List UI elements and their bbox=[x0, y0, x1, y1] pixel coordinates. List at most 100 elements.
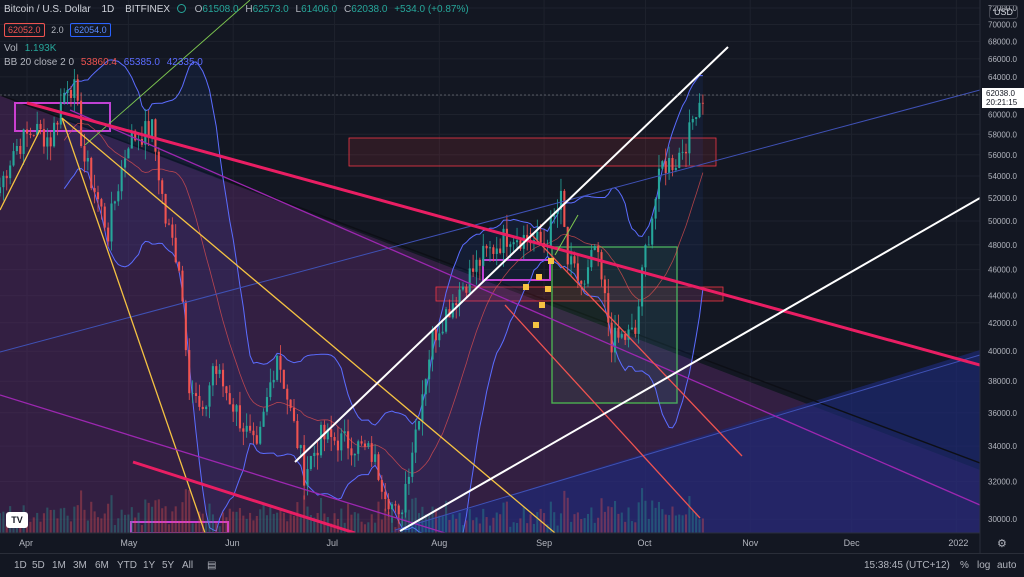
candle bbox=[336, 426, 339, 462]
volume-bar bbox=[465, 520, 468, 533]
price-tick-label: 72000.0 bbox=[988, 4, 1017, 13]
market-status-icon bbox=[176, 4, 186, 13]
candle bbox=[461, 282, 465, 292]
candle bbox=[586, 259, 590, 288]
candle bbox=[414, 419, 417, 464]
volume-bar bbox=[164, 506, 167, 533]
volume-bar bbox=[488, 525, 492, 533]
candle bbox=[472, 254, 475, 278]
white-channel-upper bbox=[294, 46, 729, 463]
price-axis-bg bbox=[980, 0, 1024, 553]
volume-bar bbox=[249, 512, 252, 533]
volume-bar bbox=[69, 521, 73, 533]
candle bbox=[553, 208, 556, 224]
price-tick-label: 34000.0 bbox=[988, 442, 1017, 451]
candle bbox=[492, 244, 495, 262]
settings-gear-icon[interactable]: ⚙ bbox=[997, 538, 1007, 550]
bar-countdown-text: 20:21:15 bbox=[986, 98, 1018, 107]
volume-bar bbox=[316, 513, 319, 533]
candle bbox=[46, 128, 49, 160]
candle bbox=[394, 500, 397, 513]
price-tick-label: 46000.0 bbox=[988, 266, 1017, 275]
volume-bar bbox=[661, 509, 664, 533]
candle bbox=[397, 503, 400, 524]
volume-bar bbox=[218, 526, 221, 533]
timeframe-1y[interactable]: 1Y bbox=[143, 560, 156, 571]
candle bbox=[370, 436, 373, 467]
date-range-icon[interactable]: ▤ bbox=[207, 560, 217, 571]
timeframe-3m[interactable]: 3M bbox=[73, 560, 87, 571]
volume-bar bbox=[117, 518, 120, 533]
blue-trendline-upper bbox=[0, 89, 980, 353]
purple-line-1 bbox=[69, 109, 980, 506]
volume-bar bbox=[411, 498, 414, 533]
volume-bar bbox=[668, 515, 671, 533]
candle bbox=[347, 419, 350, 460]
price-chart[interactable]: 30000.0 32000.0 34000.0 36000.0 38000.0 40000… bbox=[0, 0, 1024, 553]
candle bbox=[597, 242, 600, 267]
volume-bar bbox=[610, 507, 613, 533]
candle bbox=[174, 224, 177, 264]
volume-bar bbox=[0, 513, 2, 533]
log-toggle[interactable]: log bbox=[977, 560, 991, 571]
volume-bar bbox=[519, 518, 522, 533]
candle bbox=[630, 313, 633, 330]
bb-label: BB 20 close 2 0 bbox=[4, 57, 75, 68]
auto-toggle[interactable]: auto bbox=[997, 560, 1017, 571]
candle bbox=[434, 327, 437, 353]
candle bbox=[100, 197, 103, 220]
clock-timezone[interactable]: 15:38:45 (UTC+12) bbox=[864, 560, 950, 571]
ohlc-open-value: 61508.0 bbox=[202, 4, 239, 15]
timeframe-all[interactable]: All bbox=[182, 560, 194, 571]
candle bbox=[309, 455, 312, 471]
timeframe-ytd[interactable]: YTD bbox=[117, 560, 137, 571]
volume-bar bbox=[468, 509, 471, 533]
candle bbox=[488, 241, 492, 262]
candle bbox=[29, 127, 32, 139]
sell-button[interactable]: 62052.0 bbox=[4, 23, 45, 37]
timeframe-1d[interactable]: 1D bbox=[14, 560, 27, 571]
candle bbox=[404, 471, 407, 518]
candle bbox=[502, 224, 505, 267]
candle bbox=[123, 149, 127, 178]
volume-bar bbox=[529, 514, 532, 533]
candle bbox=[86, 150, 89, 171]
interval-label[interactable]: 1D bbox=[101, 4, 115, 15]
currency-select[interactable]: USD bbox=[988, 5, 1018, 19]
buy-button[interactable]: 62054.0 bbox=[70, 23, 111, 37]
volume-bar bbox=[421, 506, 424, 533]
candle bbox=[458, 282, 461, 317]
candle bbox=[411, 442, 414, 483]
candle bbox=[232, 398, 235, 422]
candle bbox=[681, 139, 684, 160]
volume-bar bbox=[502, 502, 505, 533]
candle bbox=[161, 178, 164, 204]
volume-bar bbox=[235, 511, 238, 533]
volume-bar bbox=[96, 517, 100, 533]
volume-bar bbox=[576, 512, 579, 533]
volume-bar bbox=[620, 512, 623, 533]
purple-line-2 bbox=[0, 394, 446, 533]
volume-bar bbox=[380, 519, 383, 533]
volume-bar bbox=[144, 499, 147, 533]
symbol-name[interactable]: Bitcoin / U.S. Dollar bbox=[4, 4, 91, 15]
percent-toggle[interactable]: % bbox=[960, 560, 969, 571]
timeframe-5d[interactable]: 5D bbox=[32, 560, 45, 571]
volume-bar bbox=[36, 512, 39, 533]
candle bbox=[215, 359, 218, 386]
candle bbox=[56, 120, 59, 136]
timeframe-5y[interactable]: 5Y bbox=[162, 560, 175, 571]
volume-bar bbox=[472, 520, 475, 533]
tradingview-logo-icon[interactable]: TV bbox=[6, 512, 28, 528]
volume-bar bbox=[563, 490, 566, 533]
volume-bar bbox=[333, 513, 336, 533]
volume-legend[interactable]: Vol 1.193K bbox=[4, 43, 56, 54]
price-tick-label: 48000.0 bbox=[988, 241, 1017, 250]
timeframe-1m[interactable]: 1M bbox=[52, 560, 66, 571]
volume-bar bbox=[549, 501, 552, 533]
timeframe-6m[interactable]: 6M bbox=[95, 560, 109, 571]
volume-bar bbox=[512, 522, 515, 533]
bollinger-legend[interactable]: BB 20 close 2 0 53860.4 65385.0 42335.0 bbox=[4, 57, 203, 68]
candle bbox=[438, 321, 441, 348]
purple-wedge bbox=[0, 95, 980, 533]
